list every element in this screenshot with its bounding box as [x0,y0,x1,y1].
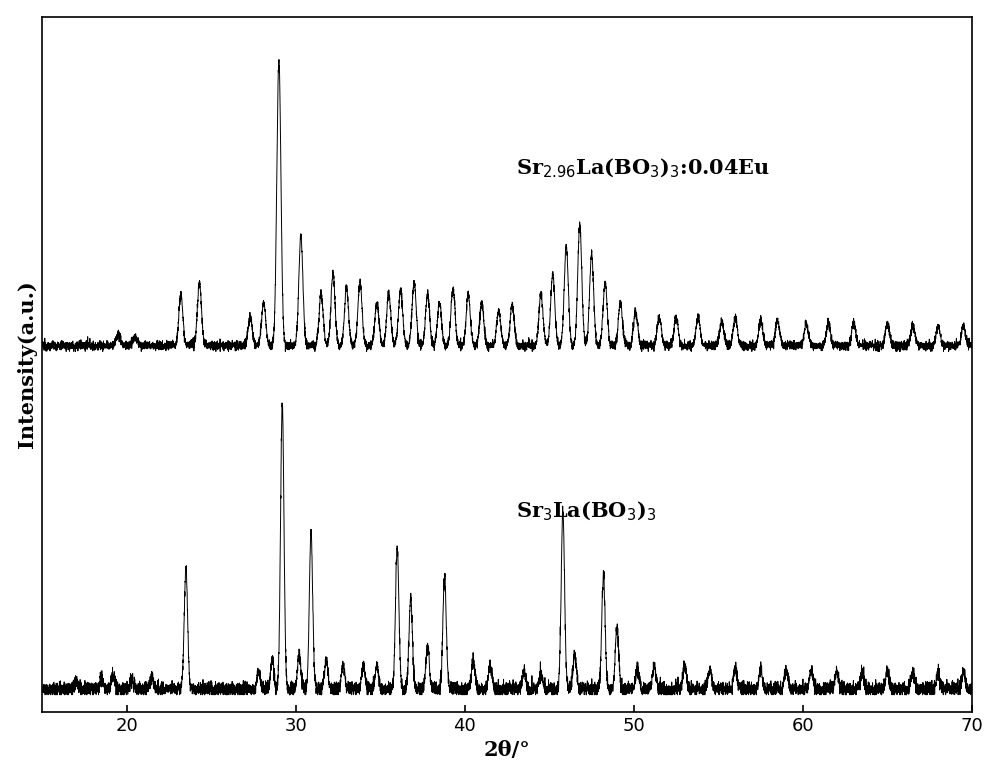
Text: Sr$_3$La(BO$_3$)$_3$: Sr$_3$La(BO$_3$)$_3$ [516,500,656,523]
X-axis label: 2θ/°: 2θ/° [484,740,530,761]
Y-axis label: Intensity(a.u.): Intensity(a.u.) [17,280,37,448]
Text: Sr$_{2.96}$La(BO$_3$)$_3$:0.04Eu: Sr$_{2.96}$La(BO$_3$)$_3$:0.04Eu [516,157,770,180]
